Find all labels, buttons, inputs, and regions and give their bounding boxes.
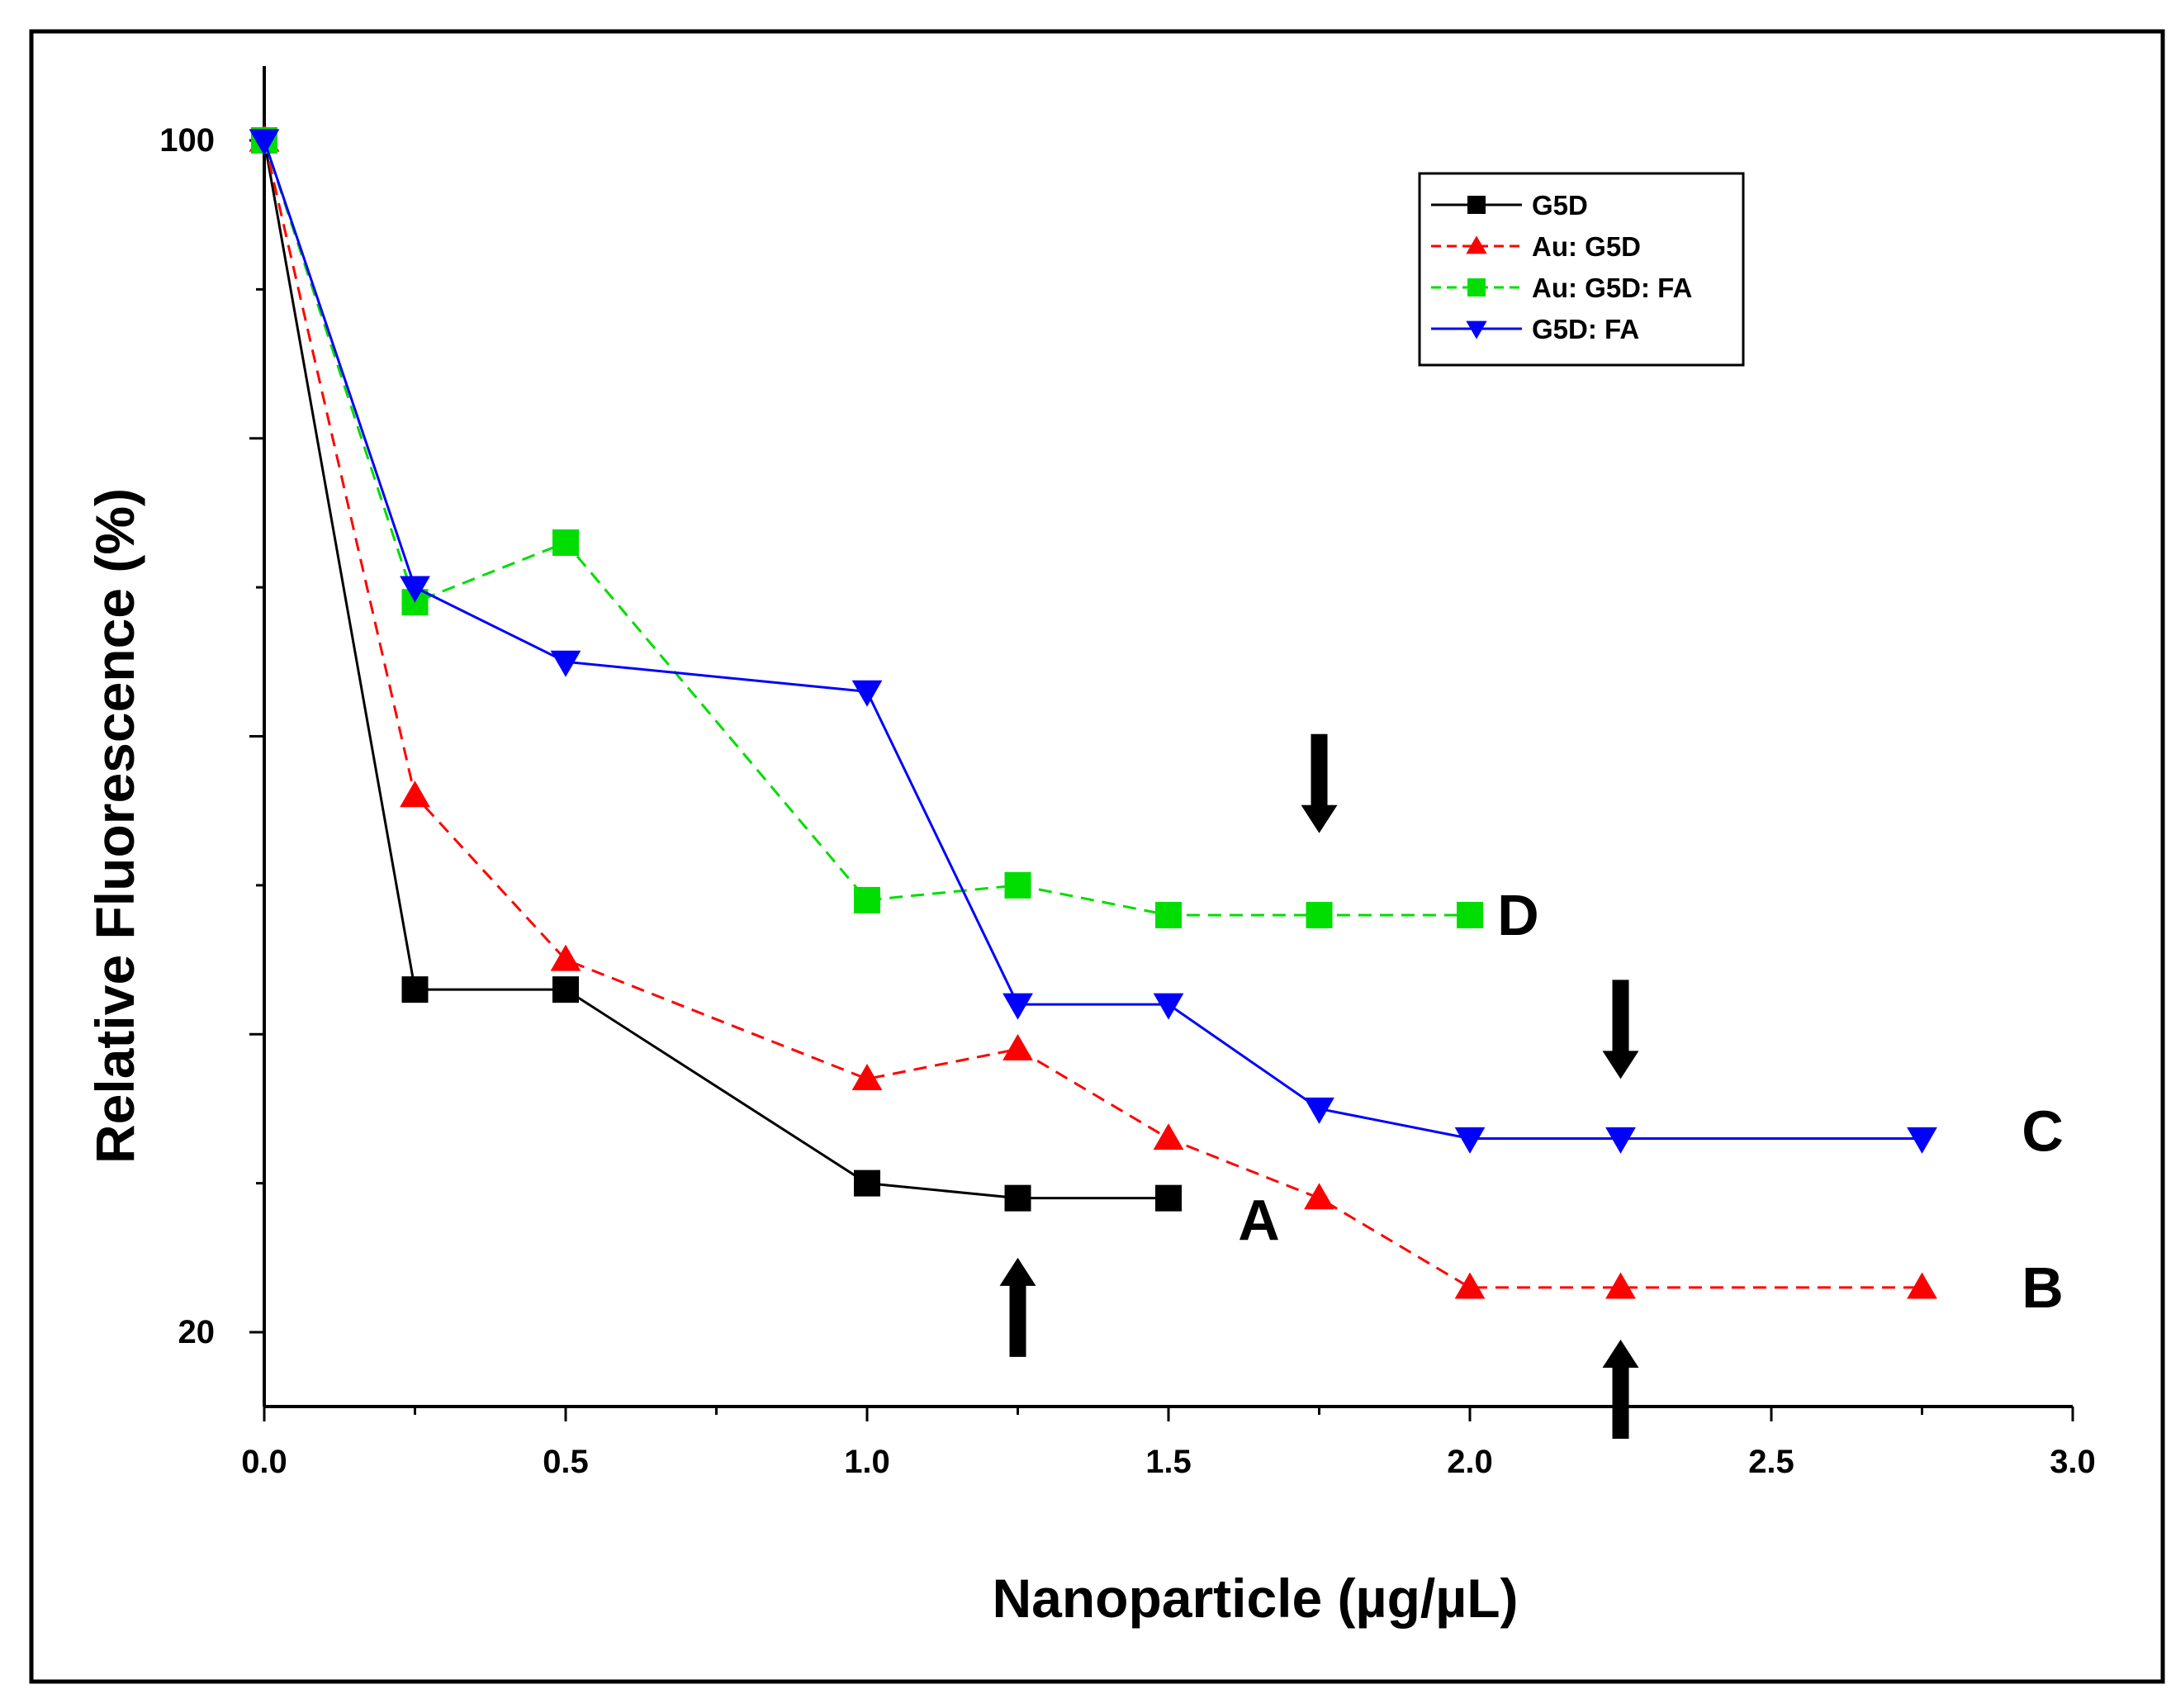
data-point [400, 576, 430, 603]
data-point [1153, 1123, 1184, 1151]
data-point [552, 529, 579, 557]
x-tick-label: 0.5 [543, 1444, 589, 1480]
x-tick-label: 2.0 [1447, 1444, 1493, 1480]
legend-entry-label: Au: G5D [1532, 231, 1641, 262]
x-tick-label: 1.5 [1145, 1444, 1192, 1480]
data-point [1605, 1127, 1636, 1154]
curve-label-d: D [1497, 883, 1539, 947]
legend-marker [1467, 278, 1486, 297]
data-point [851, 680, 883, 707]
x-axis-title: Nanoparticle (µg/µL) [992, 1568, 1518, 1629]
legend-entry-label: G5D: FA [1532, 314, 1639, 344]
data-point [1004, 871, 1031, 899]
arrow-layer [999, 733, 1639, 1440]
curve-label-c: C [2022, 1098, 2064, 1163]
x-tick-labels: 0.0 0.5 1.0 1.5 2.0 2.5 3.0 [241, 1444, 2096, 1480]
data-point [1605, 1272, 1636, 1299]
data-point [1004, 1184, 1031, 1212]
series-g5d-fa [249, 129, 1937, 1154]
data-point [1306, 901, 1333, 928]
data-point [1003, 993, 1033, 1020]
y-tick-marks [249, 139, 264, 1334]
data-point [1003, 1033, 1033, 1060]
data-point [854, 886, 880, 913]
annotation-layer: A B C D [1238, 883, 2064, 1320]
data-point [854, 1170, 880, 1197]
data-point [1457, 901, 1483, 928]
data-point [1304, 1097, 1334, 1124]
data-point [1153, 993, 1184, 1020]
data-point [1454, 1127, 1486, 1154]
series-line [263, 140, 1922, 1289]
data-point [401, 976, 429, 1003]
data-point [1155, 901, 1182, 928]
data-point [1304, 1183, 1334, 1210]
series-line [263, 140, 1470, 917]
legend-marker [1466, 235, 1487, 254]
curve-label-b: B [2022, 1255, 2064, 1320]
data-point [249, 129, 280, 156]
x-tick-marks [263, 1407, 2074, 1421]
x-tick-label: 1.0 [844, 1444, 890, 1480]
data-point [552, 976, 579, 1003]
data-point [400, 780, 430, 808]
arrow-up-icon [1602, 1340, 1639, 1440]
y-tick-label: 20 [178, 1314, 216, 1350]
legend: G5D Au: G5D Au: G5D: FA G5D: FA [1418, 172, 1745, 367]
arrow-down-icon [1602, 980, 1639, 1079]
x-tick-label: 0.0 [241, 1444, 287, 1480]
data-point [1907, 1127, 1937, 1154]
data-point [1155, 1184, 1182, 1212]
x-tick-label: 2.5 [1748, 1444, 1794, 1480]
series-line [263, 140, 1168, 1200]
data-point [1454, 1272, 1486, 1299]
series-g5d [251, 127, 1182, 1212]
arrow-up-icon [999, 1257, 1036, 1357]
series-au-g5d-fa [251, 127, 1483, 928]
figure-frame [29, 29, 2165, 1684]
curve-label-a: A [1238, 1188, 1280, 1253]
y-tick-label: 100 [159, 122, 215, 159]
y-axis-title: Relative Fluorescence (%) [84, 488, 145, 1164]
x-tick-label: 3.0 [2050, 1444, 2096, 1480]
legend-marker [1466, 320, 1487, 339]
legend-marker [1467, 196, 1486, 214]
data-point [550, 650, 581, 677]
data-point [550, 944, 581, 971]
series-layer [249, 125, 1937, 1299]
legend-entry-label: Au: G5D: FA [1532, 273, 1692, 303]
legend-entry-label: G5D [1532, 190, 1588, 221]
data-point [851, 1063, 883, 1090]
arrow-down-icon [1301, 733, 1338, 833]
series-line [263, 140, 1922, 1141]
y-tick-labels: 100 20 [159, 122, 215, 1350]
data-point [1907, 1272, 1937, 1299]
